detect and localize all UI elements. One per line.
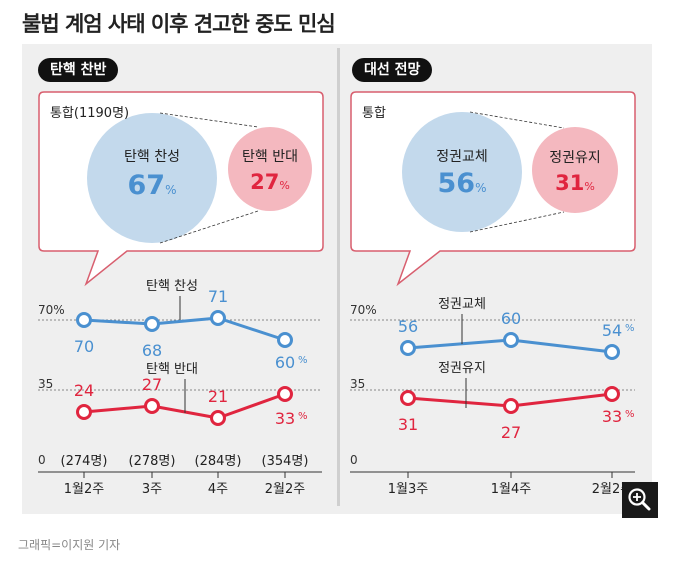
right-data-label: 60 <box>501 309 521 328</box>
right-category-label: 1월4주 <box>491 482 532 497</box>
image-credit: 그래픽=이지원 기자 <box>18 538 121 552</box>
right-category-label: 1월3주 <box>388 482 429 497</box>
left-ytick-label: 35 <box>38 377 53 391</box>
left-data-point <box>76 404 92 420</box>
left-series-name: 탄핵 찬성 <box>146 279 198 294</box>
left-data-unit: % <box>298 355 308 366</box>
left-data-point <box>277 386 293 402</box>
right-small-value-text: 31% <box>555 171 595 195</box>
left-small-value-text: 27% <box>250 170 290 194</box>
right-small-value: 31 <box>555 171 584 195</box>
left-data-point <box>210 410 226 426</box>
right-data-point <box>604 386 620 402</box>
right-summary-label: 통합 <box>362 106 386 121</box>
left-panel-pill: 탄핵 찬반 <box>38 58 119 82</box>
left-callout: 통합(1190명) 탄핵 찬성 67% 탄핵 반대 27% <box>38 91 324 287</box>
right-ytick-label: 35 <box>350 377 365 391</box>
right-series-name: 정권교체 <box>438 297 486 312</box>
right-big-label: 정권교체 <box>436 149 488 165</box>
left-data-label: 33 <box>275 409 295 428</box>
left-small-label: 탄핵 반대 <box>242 149 298 165</box>
right-small-unit: % <box>584 180 594 193</box>
page-title: 불법 계엄 사태 이후 견고한 중도 민심 <box>22 12 336 36</box>
left-data-point <box>277 332 293 348</box>
right-data-point <box>400 390 416 406</box>
left-data-label: 21 <box>208 387 228 406</box>
left-ytick-label: 70% <box>38 303 65 317</box>
left-data-label: 60 <box>275 353 295 372</box>
right-data-label: 33 <box>602 407 622 426</box>
left-data-unit: % <box>298 411 308 422</box>
right-big-unit: % <box>475 181 486 195</box>
left-data-point <box>76 312 92 328</box>
right-big-circle <box>402 112 522 232</box>
left-data-label: 71 <box>208 287 228 306</box>
left-big-value: 67 <box>128 170 166 201</box>
right-data-unit: % <box>625 409 635 420</box>
right-data-point <box>503 398 519 414</box>
left-data-label: 70 <box>74 337 94 356</box>
left-small-unit: % <box>279 179 289 192</box>
right-data-label: 54 <box>602 321 622 340</box>
left-big-circle <box>87 113 217 243</box>
right-connector-top <box>469 111 565 129</box>
right-data-point <box>604 344 620 360</box>
right-ytick-label: 70% <box>350 303 377 317</box>
left-category-label: 2월2주 <box>265 482 306 497</box>
right-data-label: 56 <box>398 317 418 336</box>
zoom-button[interactable] <box>622 482 658 518</box>
panel-divider <box>337 48 340 506</box>
right-big-value-text: 56% <box>438 168 487 199</box>
left-summary-label: 통합(1190명) <box>50 106 129 121</box>
left-data-label: 24 <box>74 381 94 400</box>
right-big-value: 56 <box>438 168 476 199</box>
left-big-value-text: 67% <box>128 170 177 201</box>
left-data-point <box>210 310 226 326</box>
left-connector-bottom <box>159 210 259 244</box>
right-data-point <box>400 340 416 356</box>
right-series-name: 정권유지 <box>438 361 486 376</box>
left-category-label: 3주 <box>142 482 162 497</box>
left-sample-size-label: (284명) <box>195 454 242 469</box>
left-line-chart: 70% 35 0 1월2주 (274명) 3주 (278명) 4주 (284명) 2월2주 (354… <box>38 279 322 497</box>
left-small-circle <box>228 127 312 211</box>
left-data-label: 27 <box>142 375 162 394</box>
right-data-label: 31 <box>398 415 418 434</box>
right-callout: 통합 정권교체 56% 정권유지 31% <box>350 91 636 287</box>
left-category-label: 1월2주 <box>64 482 105 497</box>
left-ytick-label: 0 <box>38 453 46 467</box>
left-data-label: 68 <box>142 341 162 360</box>
right-small-label: 정권유지 <box>549 150 601 166</box>
magnifier-plus-icon <box>628 488 651 511</box>
right-panel-pill: 대선 전망 <box>352 58 433 82</box>
right-ytick-label: 0 <box>350 453 358 467</box>
left-sample-size-label: (278명) <box>129 454 176 469</box>
left-series-line-1 <box>83 316 286 342</box>
left-sample-size-label: (354명) <box>262 454 309 469</box>
left-big-unit: % <box>165 183 176 197</box>
right-connector-bottom <box>469 211 565 233</box>
left-data-point <box>144 398 160 414</box>
right-data-point <box>503 332 519 348</box>
left-series-name: 탄핵 반대 <box>146 362 198 377</box>
left-data-point <box>144 316 160 332</box>
right-data-unit: % <box>625 323 635 334</box>
left-small-value: 27 <box>250 170 279 194</box>
left-big-label: 탄핵 찬성 <box>124 149 180 165</box>
left-sample-size-label: (274명) <box>61 454 108 469</box>
left-connector-top <box>159 112 259 128</box>
right-data-label: 27 <box>501 423 521 442</box>
left-category-label: 4주 <box>208 482 228 497</box>
right-small-circle <box>532 127 618 213</box>
